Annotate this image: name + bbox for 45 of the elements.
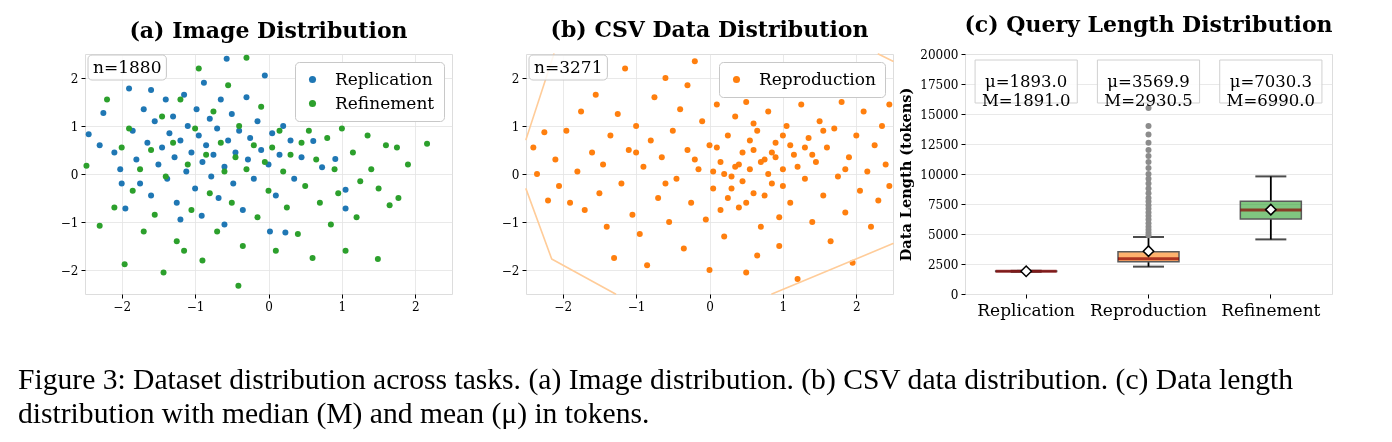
x-tick-label: 0 xyxy=(265,299,273,314)
y-tick-label: −2 xyxy=(60,263,79,278)
legend-label: Refinement xyxy=(335,92,435,113)
chart-title: (c) Query Length Distribution xyxy=(964,11,1333,37)
x-tick-label: 2 xyxy=(411,299,420,314)
x-tick-label: −1 xyxy=(186,299,205,314)
x-tick-label: 1 xyxy=(338,299,347,314)
y-axis-title: Data Length (tokens) xyxy=(897,87,915,262)
y-tick-label: 0 xyxy=(511,167,520,182)
y-tick-label: 2 xyxy=(70,71,79,86)
annotation: n=3271 xyxy=(534,56,603,77)
annotation: μ=3569.9 M=2930.5 xyxy=(1104,71,1193,110)
chart-title: (a) Image Distribution xyxy=(129,17,408,43)
caption: Figure 3: Dataset distribution across tasks. (a) Image distribution. (b) CSV data distribution. (c) Data length distribution with median (M) and mean (μ) in tokens. xyxy=(18,363,1294,430)
x-tick-label: Reproduction xyxy=(1090,299,1207,320)
annotation: n=1880 xyxy=(93,56,162,77)
y-tick-label: 12500 xyxy=(920,137,959,152)
y-tick-label: 17500 xyxy=(920,77,959,92)
y-tick-label: 0 xyxy=(950,287,959,302)
y-tick-label: 1 xyxy=(70,119,79,134)
y-tick-label: 5000 xyxy=(927,227,959,242)
y-tick-label: −1 xyxy=(60,215,79,230)
chart-title: (b) CSV Data Distribution xyxy=(550,16,869,43)
y-tick-label: 0 xyxy=(70,167,79,182)
y-tick-label: 20000 xyxy=(920,47,959,62)
legend-label: Reproduction xyxy=(759,68,876,89)
x-tick-label: Refinement xyxy=(1221,299,1321,320)
y-tick-label: 1 xyxy=(511,119,520,134)
x-tick-label: −1 xyxy=(627,299,646,314)
x-tick-label: 1 xyxy=(779,299,788,314)
y-tick-label: 15000 xyxy=(920,107,959,122)
y-tick-label: 2500 xyxy=(927,257,959,272)
annotation: μ=7030.3 M=6990.0 xyxy=(1226,71,1316,110)
x-tick-label: −2 xyxy=(113,299,132,314)
x-tick-label: Replication xyxy=(977,299,1076,320)
x-tick-label: 2 xyxy=(852,299,861,314)
y-tick-label: −1 xyxy=(501,215,520,230)
x-tick-label: −2 xyxy=(554,299,573,314)
legend-label: Replication xyxy=(335,68,433,89)
y-tick-label: 7500 xyxy=(927,197,959,212)
y-tick-label: 2 xyxy=(511,71,520,86)
annotation: μ=1893.0 M=1891.0 xyxy=(981,71,1071,110)
y-tick-label: −2 xyxy=(501,263,520,278)
y-tick-label: 10000 xyxy=(920,167,959,182)
x-tick-label: 0 xyxy=(706,299,714,314)
